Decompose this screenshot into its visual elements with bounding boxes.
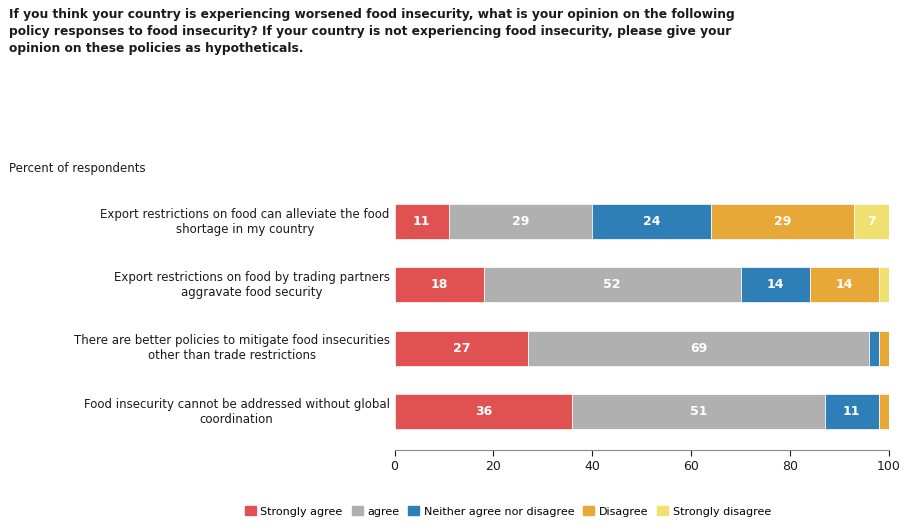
Bar <box>483 268 741 302</box>
Text: If you think your country is experiencing worsened food insecurity, what is your: If you think your country is experiencin… <box>9 8 735 55</box>
Bar <box>741 268 810 302</box>
Text: 52: 52 <box>603 278 620 292</box>
Text: Export restrictions on food by trading partners
aggravate food security: Export restrictions on food by trading p… <box>113 271 390 299</box>
Text: There are better policies to mitigate food insecurities
other than trade restric: There are better policies to mitigate fo… <box>73 334 390 362</box>
Bar <box>879 394 889 429</box>
Bar <box>810 268 879 302</box>
Bar <box>395 331 528 365</box>
Text: 29: 29 <box>512 215 530 228</box>
Text: 27: 27 <box>453 342 470 355</box>
Bar <box>592 204 711 239</box>
Text: Percent of respondents: Percent of respondents <box>9 162 146 175</box>
Bar <box>879 331 889 365</box>
Text: 24: 24 <box>643 215 660 228</box>
Bar <box>824 394 879 429</box>
Text: 7: 7 <box>867 215 876 228</box>
Text: 18: 18 <box>430 278 448 292</box>
Bar <box>395 204 449 239</box>
Text: 51: 51 <box>690 405 707 418</box>
Bar <box>395 394 572 429</box>
Bar <box>889 331 899 365</box>
Text: 14: 14 <box>835 278 853 292</box>
Text: 11: 11 <box>413 215 431 228</box>
Bar <box>395 268 483 302</box>
Bar <box>854 204 889 239</box>
Bar <box>869 331 879 365</box>
Text: 29: 29 <box>774 215 791 228</box>
Bar <box>572 394 824 429</box>
Bar <box>449 204 592 239</box>
Bar <box>528 331 869 365</box>
Text: Food insecurity cannot be addressed without global
coordination: Food insecurity cannot be addressed with… <box>83 397 390 426</box>
Text: 14: 14 <box>766 278 784 292</box>
Text: 11: 11 <box>843 405 861 418</box>
Bar <box>879 268 889 302</box>
Legend: Strongly agree, agree, Neither agree nor disagree, Disagree, Strongly disagree: Strongly agree, agree, Neither agree nor… <box>240 502 775 521</box>
Text: 69: 69 <box>690 342 707 355</box>
Bar <box>711 204 854 239</box>
Text: Export restrictions on food can alleviate the food
shortage in my country: Export restrictions on food can alleviat… <box>101 207 390 236</box>
Text: 36: 36 <box>475 405 493 418</box>
